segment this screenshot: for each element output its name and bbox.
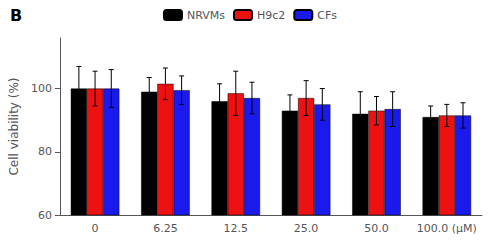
svg-text:25.0: 25.0	[294, 222, 319, 235]
svg-text:50.0: 50.0	[364, 222, 389, 235]
svg-text:100: 100	[31, 82, 52, 95]
svg-text:100.0 (µM): 100.0 (µM)	[417, 222, 477, 235]
svg-text:12.5: 12.5	[224, 222, 249, 235]
svg-text:80: 80	[38, 145, 52, 158]
svg-text:NRVMs: NRVMs	[187, 9, 225, 22]
svg-text:CFs: CFs	[317, 9, 337, 22]
svg-text:B: B	[10, 6, 22, 25]
svg-text:H9c2: H9c2	[257, 9, 285, 22]
svg-text:0: 0	[92, 222, 99, 235]
svg-text:60: 60	[38, 209, 52, 222]
svg-text:6.25: 6.25	[153, 222, 178, 235]
svg-text:Cell viability (%): Cell viability (%)	[7, 77, 21, 175]
